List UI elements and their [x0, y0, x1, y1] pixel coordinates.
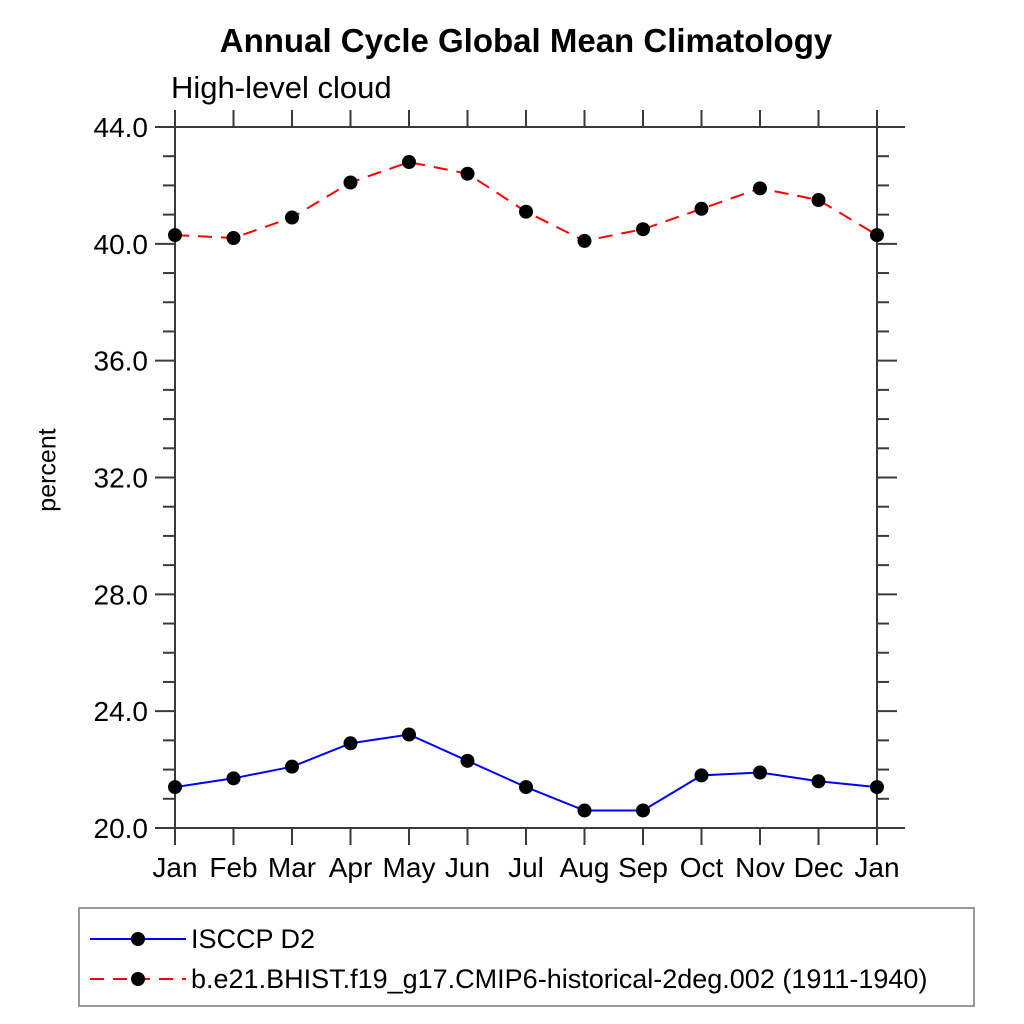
data-point-series-0: [811, 774, 826, 789]
legend-line-sample-dashed: [90, 972, 186, 986]
data-point-series-1: [226, 230, 241, 245]
data-point-series-1: [168, 228, 182, 243]
x-tick-label: Jul: [508, 852, 544, 883]
y-tick-label: 20.0: [94, 813, 149, 844]
x-tick-label: Jan: [854, 852, 899, 883]
y-tick-label: 28.0: [94, 579, 149, 610]
legend-item-isccp-d2: ISCCP D2: [80, 919, 973, 959]
data-point-series-1: [402, 155, 416, 170]
x-tick-label: Apr: [329, 852, 373, 883]
data-point-series-1: [753, 181, 767, 196]
data-point-series-0: [168, 780, 182, 795]
chart-subtitle: High-level cloud: [171, 70, 392, 105]
data-point-series-1: [636, 222, 650, 237]
x-tick-label: Aug: [560, 852, 610, 883]
y-tick-label: 36.0: [94, 346, 149, 377]
data-point-series-0: [753, 765, 767, 780]
legend-line-sample-solid: [90, 932, 186, 946]
legend-label-model-run: b.e21.BHIST.f19_g17.CMIP6-historical-2de…: [191, 963, 928, 994]
series-line-0: [174, 733, 878, 812]
legend-item-model-run: b.e21.BHIST.f19_g17.CMIP6-historical-2de…: [80, 959, 973, 999]
chart-title: Annual Cycle Global Mean Climatology: [219, 22, 833, 59]
data-point-series-0: [870, 780, 884, 795]
x-tick-label: Nov: [735, 852, 785, 883]
data-point-series-0: [460, 753, 475, 768]
data-point-series-0: [636, 803, 650, 818]
data-point-series-0: [402, 727, 416, 742]
x-tick-label: Jan: [152, 852, 197, 883]
x-tick-label: Feb: [209, 852, 257, 883]
data-point-series-1: [343, 175, 358, 190]
data-point-series-1: [870, 228, 884, 243]
data-point-series-0: [343, 736, 358, 751]
data-point-series-1: [285, 210, 299, 225]
data-point-series-1: [694, 201, 709, 216]
legend-label-isccp-d2: ISCCP D2: [191, 923, 316, 954]
y-tick-label: 24.0: [94, 696, 149, 727]
x-tick-label: Oct: [680, 852, 724, 883]
x-tick-label: Mar: [268, 852, 316, 883]
data-point-series-0: [694, 768, 709, 783]
data-point-series-1: [577, 233, 592, 248]
data-point-series-0: [226, 771, 241, 786]
data-point-series-0: [577, 803, 592, 818]
legend-marker-dot: [131, 932, 145, 946]
legend-marker-dot: [131, 972, 145, 986]
y-tick-label: 44.0: [94, 112, 149, 143]
series-line-1: [174, 161, 878, 242]
x-tick-label: Dec: [794, 852, 844, 883]
data-point-series-1: [460, 166, 475, 181]
x-tick-label: May: [383, 852, 436, 883]
data-point-series-0: [285, 759, 299, 774]
x-tick-label: Jun: [445, 852, 490, 883]
data-point-series-1: [519, 204, 533, 219]
legend-box: ISCCP D2 b.e21.BHIST.f19_g17.CMIP6-histo…: [78, 907, 975, 1007]
data-point-series-1: [811, 193, 826, 208]
x-tick-label: Sep: [618, 852, 668, 883]
data-point-series-0: [519, 780, 533, 795]
y-tick-label: 40.0: [94, 229, 149, 260]
y-tick-label: 32.0: [94, 463, 149, 494]
